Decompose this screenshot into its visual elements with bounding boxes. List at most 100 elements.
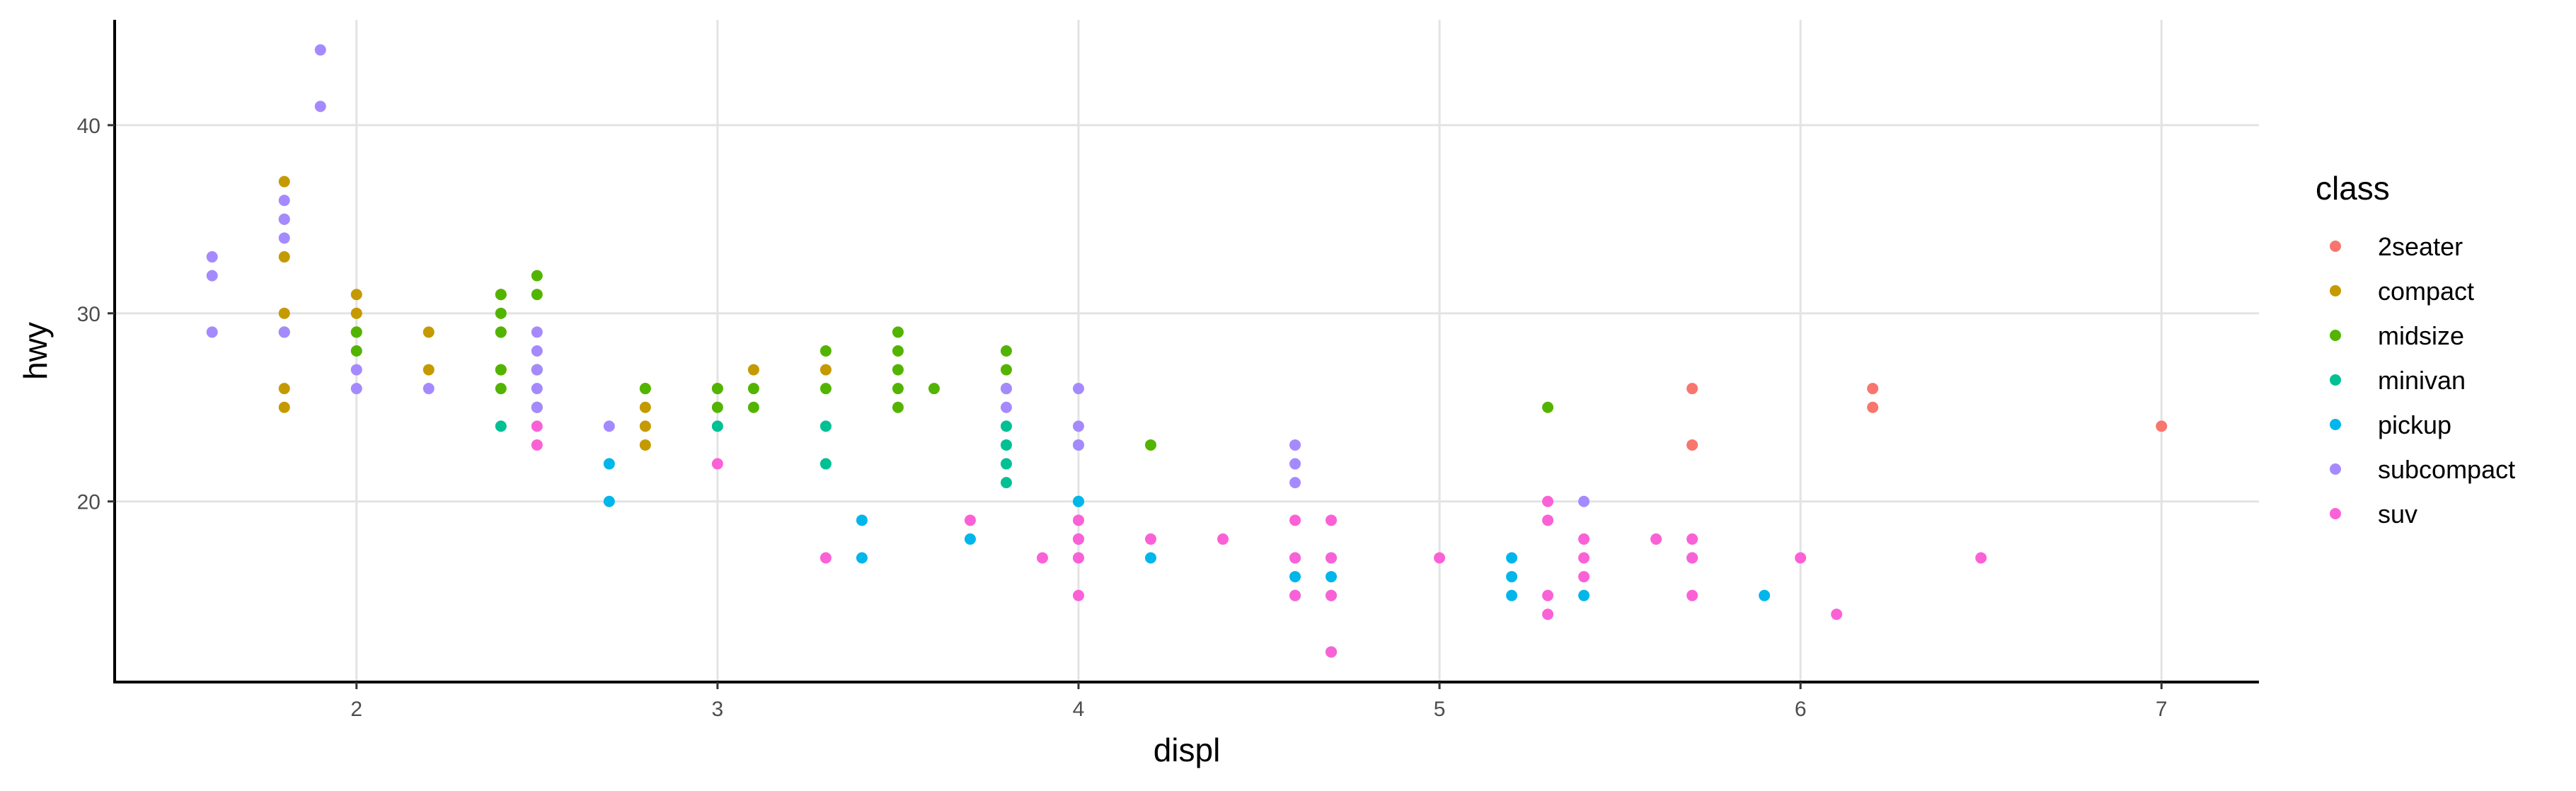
point-suv: [964, 514, 976, 526]
point-minivan: [820, 458, 832, 470]
x-tick-label: 2: [350, 698, 362, 721]
point-minivan: [495, 420, 507, 432]
point-midsize: [892, 383, 904, 395]
point-suv: [1686, 589, 1698, 601]
point-suv: [1072, 552, 1084, 564]
legend-label-subcompact: subcompact: [2378, 455, 2515, 484]
point-suv: [1434, 552, 1446, 564]
point-pickup: [1289, 571, 1301, 583]
x-tick-label: 6: [1795, 698, 1807, 721]
point-2seater: [1867, 383, 1879, 395]
point-minivan: [1000, 439, 1012, 451]
legend-label-minivan: minivan: [2378, 366, 2466, 395]
point-suv: [531, 420, 543, 432]
point-midsize: [820, 383, 832, 395]
point-suv: [1072, 533, 1084, 545]
point-midsize: [639, 383, 651, 395]
point-midsize: [747, 401, 759, 413]
point-midsize: [350, 326, 362, 338]
point-midsize: [711, 401, 723, 413]
point-midsize: [820, 345, 832, 357]
point-midsize: [928, 383, 940, 395]
legend-key-minivan: [2330, 374, 2341, 386]
legend-label-suv: suv: [2378, 500, 2417, 529]
point-pickup: [856, 552, 868, 564]
point-midsize: [1542, 401, 1554, 413]
point-minivan: [820, 420, 832, 432]
point-midsize: [531, 289, 543, 301]
data-points: [206, 44, 2168, 658]
point-pickup: [964, 533, 976, 545]
legend-title: class: [2316, 170, 2390, 207]
point-suv: [1650, 533, 1662, 545]
y-axis-title: hwy: [17, 322, 54, 380]
point-subcompact: [422, 383, 435, 395]
point-compact: [278, 401, 290, 413]
point-suv: [1326, 552, 1338, 564]
legend-key-midsize: [2330, 330, 2341, 341]
point-suv: [1036, 552, 1048, 564]
point-suv: [1289, 514, 1301, 526]
legend-label-midsize: midsize: [2378, 321, 2464, 350]
point-pickup: [1506, 571, 1518, 583]
point-suv: [1795, 552, 1807, 564]
legend: class 2seater compact midsize minivan pickup…: [2316, 170, 2515, 529]
point-suv: [1217, 533, 1229, 545]
point-suv: [1578, 533, 1590, 545]
x-axis-title: displ: [1154, 732, 1221, 768]
x-tick-label: 3: [712, 698, 724, 721]
point-minivan: [711, 420, 723, 432]
point-pickup: [603, 495, 615, 507]
point-midsize: [892, 345, 904, 357]
point-suv: [1578, 571, 1590, 583]
point-compact: [639, 401, 651, 413]
point-subcompact: [206, 326, 218, 338]
point-suv: [531, 439, 543, 451]
point-subcompact: [1072, 439, 1084, 451]
point-subcompact: [206, 270, 218, 282]
point-subcompact: [531, 364, 543, 376]
point-suv: [1542, 608, 1554, 620]
point-subcompact: [206, 251, 218, 263]
point-suv: [1686, 552, 1698, 564]
legend-label-compact: compact: [2378, 277, 2474, 306]
point-midsize: [1144, 439, 1156, 451]
point-subcompact: [603, 420, 615, 432]
point-midsize: [1000, 345, 1012, 357]
point-pickup: [1759, 589, 1771, 601]
point-pickup: [1072, 495, 1084, 507]
point-suv: [1289, 589, 1301, 601]
point-suv: [1831, 608, 1843, 620]
point-suv: [1686, 533, 1698, 545]
x-tick-label: 5: [1434, 698, 1446, 721]
y-tick-label: 40: [77, 115, 100, 138]
legend-key-pickup: [2330, 419, 2341, 430]
point-compact: [278, 175, 290, 187]
point-pickup: [1506, 552, 1518, 564]
point-suv: [1542, 589, 1554, 601]
legend-label-2seater: 2seater: [2378, 232, 2463, 261]
point-subcompact: [1000, 383, 1012, 395]
point-minivan: [1000, 420, 1012, 432]
point-midsize: [495, 289, 507, 301]
point-suv: [711, 458, 723, 470]
point-subcompact: [1000, 401, 1012, 413]
point-compact: [422, 364, 435, 376]
point-midsize: [711, 383, 723, 395]
point-suv: [1326, 514, 1338, 526]
point-suv: [1542, 514, 1554, 526]
point-compact: [422, 326, 435, 338]
point-pickup: [1578, 589, 1590, 601]
point-suv: [1578, 552, 1590, 564]
point-midsize: [495, 364, 507, 376]
point-midsize: [350, 345, 362, 357]
point-compact: [350, 289, 362, 301]
point-midsize: [495, 307, 507, 319]
point-compact: [278, 383, 290, 395]
point-subcompact: [531, 401, 543, 413]
point-midsize: [495, 383, 507, 395]
point-suv: [1326, 646, 1338, 658]
point-midsize: [892, 326, 904, 338]
point-suv: [1072, 514, 1084, 526]
